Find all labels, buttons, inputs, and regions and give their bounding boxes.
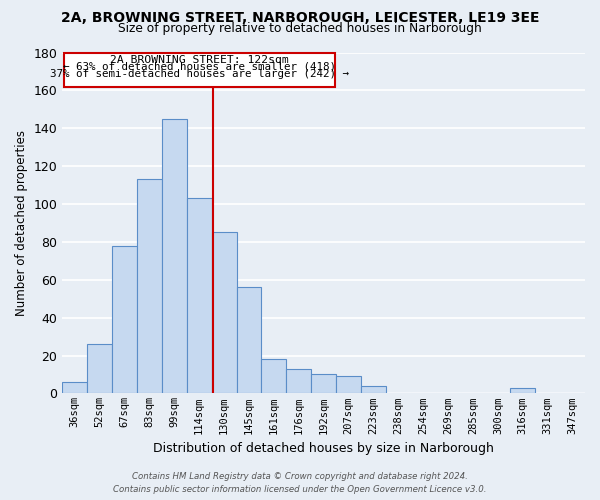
Bar bbox=[137, 180, 162, 394]
Bar bbox=[212, 232, 236, 394]
Bar bbox=[112, 246, 137, 394]
Bar bbox=[511, 388, 535, 394]
Y-axis label: Number of detached properties: Number of detached properties bbox=[15, 130, 28, 316]
Bar bbox=[62, 382, 87, 394]
Bar bbox=[236, 288, 262, 394]
FancyBboxPatch shape bbox=[64, 52, 335, 86]
Text: Size of property relative to detached houses in Narborough: Size of property relative to detached ho… bbox=[118, 22, 482, 35]
Text: 37% of semi-detached houses are larger (242) →: 37% of semi-detached houses are larger (… bbox=[50, 68, 349, 78]
Bar bbox=[336, 376, 361, 394]
Text: ← 63% of detached houses are smaller (418): ← 63% of detached houses are smaller (41… bbox=[62, 62, 335, 72]
Bar bbox=[262, 360, 286, 394]
Bar bbox=[361, 386, 386, 394]
Bar bbox=[162, 119, 187, 394]
Bar bbox=[311, 374, 336, 394]
Text: Contains HM Land Registry data © Crown copyright and database right 2024.
Contai: Contains HM Land Registry data © Crown c… bbox=[113, 472, 487, 494]
Bar bbox=[87, 344, 112, 394]
Text: 2A, BROWNING STREET, NARBOROUGH, LEICESTER, LE19 3EE: 2A, BROWNING STREET, NARBOROUGH, LEICEST… bbox=[61, 11, 539, 25]
Text: 2A BROWNING STREET: 122sqm: 2A BROWNING STREET: 122sqm bbox=[110, 56, 289, 66]
X-axis label: Distribution of detached houses by size in Narborough: Distribution of detached houses by size … bbox=[153, 442, 494, 455]
Bar bbox=[286, 369, 311, 394]
Bar bbox=[187, 198, 212, 394]
